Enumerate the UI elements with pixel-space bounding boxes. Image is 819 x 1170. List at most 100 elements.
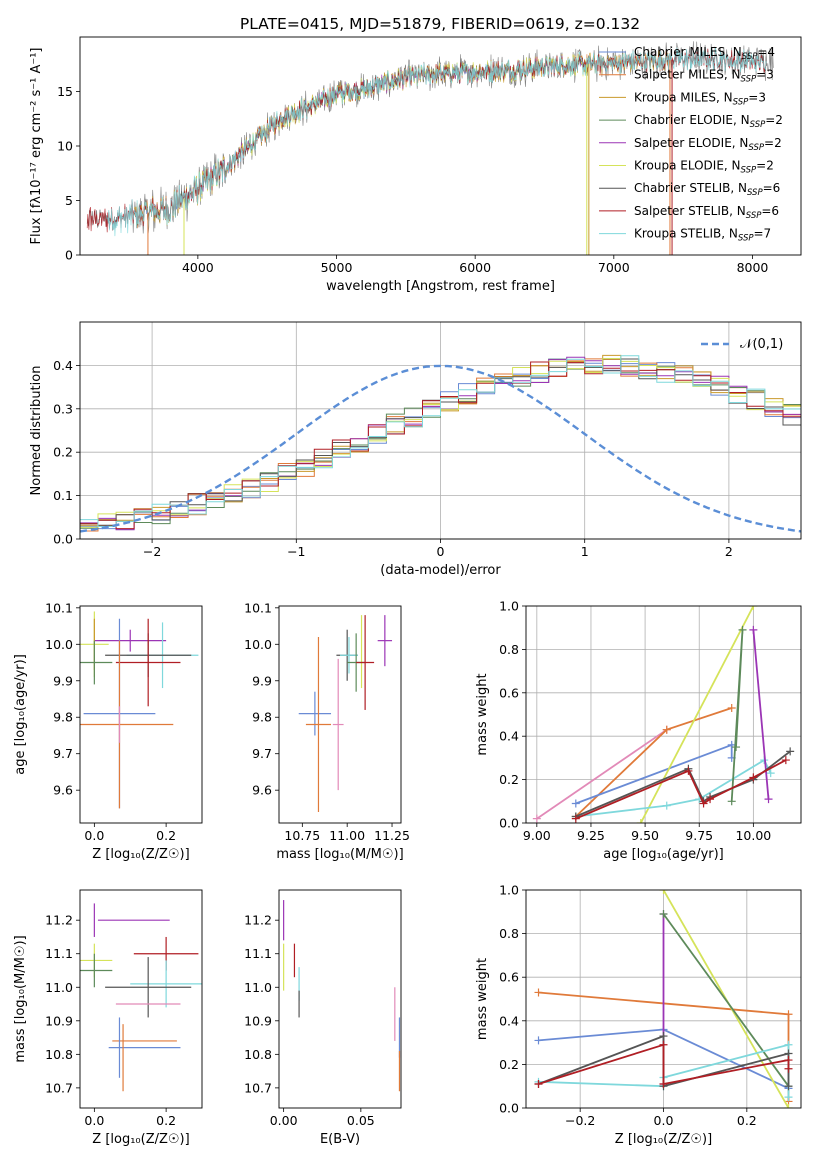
y-tick-label: 1.0 bbox=[499, 883, 519, 898]
weight-point bbox=[784, 1082, 793, 1091]
y-axis-label: age [log₁₀(age/yr)] bbox=[13, 654, 28, 775]
x-tick-label: 9.25 bbox=[577, 828, 605, 843]
y-tick-label: 9.7 bbox=[252, 746, 272, 761]
figure-title: PLATE=0415, MJD=51879, FIBERID=0619, z=0… bbox=[240, 15, 640, 33]
y-tick-label: 10.9 bbox=[244, 1013, 272, 1028]
x-tick-label: 4000 bbox=[182, 260, 214, 275]
weight-point bbox=[732, 743, 741, 752]
y-tick-label: 0.0 bbox=[53, 532, 73, 547]
y-tick-label: 0.8 bbox=[499, 926, 519, 941]
weight-line bbox=[575, 759, 787, 820]
spectrum-model-line bbox=[107, 47, 767, 237]
y-tick-label: 11.2 bbox=[244, 913, 272, 928]
x-tick-label: 0 bbox=[437, 544, 445, 559]
weight-point bbox=[636, 819, 645, 823]
weight-point bbox=[659, 1080, 668, 1089]
x-tick-label: 0.00 bbox=[270, 1113, 298, 1128]
axes-frame bbox=[79, 605, 203, 824]
x-tick-label: 8000 bbox=[737, 260, 769, 275]
weight-point bbox=[784, 1064, 793, 1073]
x-tick-label: 0.0 bbox=[84, 828, 104, 843]
y-tick-label: 15 bbox=[57, 84, 73, 99]
weight-point bbox=[784, 1056, 793, 1065]
x-tick-label: 0.2 bbox=[156, 828, 176, 843]
y-tick-label: 0 bbox=[65, 248, 73, 263]
weight-point bbox=[706, 795, 715, 804]
y-tick-label: 9.9 bbox=[252, 673, 272, 688]
chart-residuals: −2 −1 0 1 2 0.0 0.1 0.2 0.3 0.4 (data-model)/error… bbox=[29, 321, 802, 578]
legend-label: Kroupa ELODIE, NSSP=2 bbox=[634, 159, 774, 176]
weight-point bbox=[766, 769, 775, 778]
histogram-legend: 𝒩(0,1) bbox=[701, 337, 783, 352]
y-tick-label: 1.0 bbox=[499, 599, 519, 614]
y-tick-label: 9.6 bbox=[252, 783, 272, 798]
y-tick-label: 0.2 bbox=[499, 772, 519, 787]
weight-line bbox=[662, 913, 790, 1087]
x-tick-label: 9.00 bbox=[523, 828, 551, 843]
y-tick-label: 10.7 bbox=[45, 1080, 73, 1095]
weight-line bbox=[575, 743, 733, 805]
chart-weight_vs_Z: −0.2 0.0 0.2 0.0 0.2 0.4 0.6 0.8 1.0 Z [log₁₀(Z/Z… bbox=[475, 883, 802, 1147]
x-tick-label: −0.2 bbox=[565, 1113, 595, 1128]
y-tick-label: 10.0 bbox=[45, 637, 73, 652]
weight-point bbox=[662, 801, 671, 810]
x-axis-label: mass [log₁₀(M/M☉)] bbox=[276, 847, 403, 862]
legend-label: Salpeter ELODIE, NSSP=2 bbox=[634, 136, 782, 153]
x-tick-label: 10.75 bbox=[284, 828, 320, 843]
weight-point bbox=[784, 1040, 793, 1049]
spectrum-legend: Chabrier MILES, NSSP=4 Salpeter MILES, NS… bbox=[599, 45, 783, 244]
plot-area bbox=[86, 41, 774, 255]
x-tick-label: 0.2 bbox=[156, 1113, 176, 1128]
y-tick-label: 0.6 bbox=[499, 970, 519, 985]
y-tick-label: 11.1 bbox=[45, 946, 73, 961]
y-tick-label: 11.0 bbox=[45, 980, 73, 995]
normal-curve-line bbox=[80, 364, 801, 533]
weight-point bbox=[662, 725, 671, 734]
y-tick-label: 9.8 bbox=[252, 710, 272, 725]
x-tick-label: 0.0 bbox=[654, 1113, 674, 1128]
weight-point bbox=[727, 703, 736, 712]
histogram-step-line bbox=[80, 355, 801, 539]
weight-point bbox=[786, 747, 795, 756]
y-tick-label: 10 bbox=[57, 139, 73, 154]
y-tick-label: 9.8 bbox=[53, 710, 73, 725]
y-tick-label: 10.9 bbox=[45, 1013, 73, 1028]
weight-point bbox=[784, 1104, 793, 1108]
y-tick-label: 10.8 bbox=[45, 1047, 73, 1062]
axes-frame bbox=[525, 605, 802, 824]
x-tick-label: 10.00 bbox=[735, 828, 771, 843]
legend-label: 𝒩(0,1) bbox=[740, 337, 783, 352]
weight-point bbox=[534, 1080, 543, 1089]
x-tick-label: 9.75 bbox=[685, 828, 713, 843]
plot-area bbox=[534, 890, 793, 1108]
weight-point bbox=[534, 1036, 543, 1045]
y-tick-label: 0.4 bbox=[499, 1013, 519, 1028]
x-tick-label: −1 bbox=[287, 544, 305, 559]
x-tick-label: 0.0 bbox=[84, 1113, 104, 1128]
legend-label: Chabrier MILES, NSSP=4 bbox=[634, 45, 775, 62]
x-tick-label: −2 bbox=[143, 544, 161, 559]
weight-point bbox=[727, 797, 736, 806]
axes-frame bbox=[525, 889, 802, 1109]
weight-point bbox=[534, 988, 543, 997]
x-axis-label: Z [log₁₀(Z/Z☉)] bbox=[92, 1132, 189, 1147]
axes-frame bbox=[79, 321, 802, 540]
legend-label: Kroupa MILES, NSSP=3 bbox=[634, 90, 766, 107]
y-tick-label: 5 bbox=[65, 193, 73, 208]
weight-point bbox=[699, 799, 708, 808]
legend-label: Chabrier ELODIE, NSSP=2 bbox=[634, 113, 783, 130]
axes-frame bbox=[278, 889, 402, 1109]
y-axis-label: mass weight bbox=[475, 673, 490, 755]
y-axis-label: Normed distribution bbox=[29, 366, 44, 496]
y-tick-label: 0.0 bbox=[499, 816, 519, 831]
chart-spectrum: 4000 5000 6000 7000 8000 0 5 10 15 wavelength [An… bbox=[29, 36, 802, 294]
plot-area bbox=[532, 606, 795, 823]
y-tick-label: 9.9 bbox=[53, 673, 73, 688]
y-axis-label: mass weight bbox=[475, 958, 490, 1040]
weight-point bbox=[532, 814, 541, 823]
x-tick-label: 0.05 bbox=[347, 1113, 375, 1128]
y-tick-label: 0.4 bbox=[499, 729, 519, 744]
y-tick-label: 0.4 bbox=[53, 358, 73, 373]
y-tick-label: 10.1 bbox=[244, 600, 272, 615]
y-tick-label: 0.1 bbox=[53, 488, 73, 503]
